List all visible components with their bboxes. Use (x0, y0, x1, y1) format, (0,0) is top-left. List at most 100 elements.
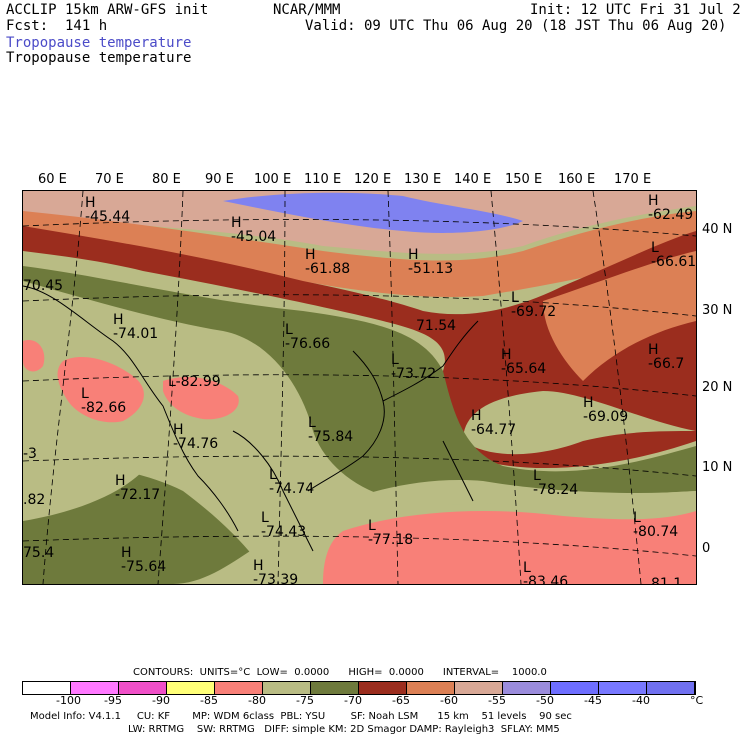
color-bar (22, 681, 696, 695)
extrema-label: L -76.66 (285, 322, 331, 352)
extrema-label: .82 (23, 492, 46, 508)
extrema-label: H -45.44 (85, 195, 131, 225)
extrema-label: H -65.64 (501, 347, 547, 377)
extrema-label: H -69.09 (583, 395, 629, 425)
colorbar-swatch (407, 682, 455, 694)
band-pink-bay (163, 376, 239, 420)
colorbar-tick-label: -100 (56, 694, 81, 707)
extrema-label: 71.54 (416, 318, 457, 334)
colorbar-tick-label: -95 (104, 694, 122, 707)
lon-label-120e: 120 E (354, 172, 392, 187)
colorbar-tick-label: -50 (536, 694, 554, 707)
colorbar-tick-label: -70 (344, 694, 362, 707)
band-pink-west (23, 340, 45, 372)
colorbar-tick-label: -65 (392, 694, 410, 707)
lon-label-100e: 100 E (254, 172, 292, 187)
band-blue-north (223, 192, 523, 233)
colorbar-tick-label: -60 (440, 694, 458, 707)
extrema-label: 81.1 (651, 576, 683, 585)
field-title-secondary: Tropopause temperature (6, 50, 192, 66)
colorbar-swatch (599, 682, 647, 694)
band-pink-india (57, 356, 144, 423)
extrema-label: H -73.39 (253, 558, 299, 585)
lat-label-10n: 10 N (702, 460, 733, 475)
band-orange-north (23, 211, 696, 297)
model-title: ACCLIP 15km ARW-GFS init (6, 2, 209, 18)
model-info-line-1: Model Info: V4.1.1 CU: KF MP: WDM 6class… (30, 711, 572, 722)
colorbar-swatch (167, 682, 215, 694)
colorbar-swatch (647, 682, 695, 694)
extrema-label: 70.45 (23, 278, 64, 294)
extrema-label: H -62.49 (648, 193, 694, 223)
colorbar-swatch (311, 682, 359, 694)
extrema-label: L -80.74 (633, 510, 679, 540)
extrema-label: L -83.46 (523, 560, 569, 585)
colorbar-swatch (359, 682, 407, 694)
extrema-label: L -82.66 (81, 386, 127, 416)
init-time: Init: 12 UTC Fri 31 Jul 20 (530, 2, 740, 18)
coastline (23, 285, 479, 552)
extrema-label: H -51.13 (408, 247, 454, 277)
extrema-label: L -77.18 (368, 518, 414, 548)
lon-label-70e: 70 E (95, 172, 124, 187)
extrema-label: L -78.24 (533, 468, 579, 498)
colorbar-tick-label: -40 (632, 694, 650, 707)
map-panel: H -45.44 H -45.04 H -61.88 H -51.13 H -62.49 … (22, 190, 697, 585)
lat-label-equator: 0 (702, 541, 711, 556)
band-orange-east (543, 251, 696, 381)
extrema-label: L -74.43 (261, 510, 307, 540)
band-pink-equatorial (323, 511, 696, 584)
lon-label-140e: 140 E (454, 172, 492, 187)
extrema-label: L -74.74 (269, 467, 315, 497)
colorbar-swatch (503, 682, 551, 694)
extrema-label: L -69.72 (511, 290, 557, 320)
lat-label-30n: 30 N (702, 303, 733, 318)
lon-label-80e: 80 E (152, 172, 181, 187)
lon-label-170e: 170 E (614, 172, 652, 187)
extrema-label: H -74.76 (173, 422, 219, 452)
colorbar-swatch (23, 682, 71, 694)
extrema-label: -3 (23, 446, 37, 462)
forecast-hour: Fcst: 141 h (6, 18, 108, 34)
colorbar-swatch (263, 682, 311, 694)
lon-label-90e: 90 E (205, 172, 234, 187)
lon-label-130e: 130 E (404, 172, 442, 187)
field-title-primary: Tropopause temperature (6, 35, 192, 51)
colorbar-swatch (215, 682, 263, 694)
extrema-label: L-82.99 (168, 374, 221, 390)
extrema-label: H -61.88 (305, 247, 351, 277)
extrema-label: H -74.01 (113, 312, 159, 342)
colorbar-tick-label: -90 (152, 694, 170, 707)
org-label: NCAR/MMM (273, 2, 341, 18)
colorbar-swatch (71, 682, 119, 694)
extrema-label: H -64.77 (471, 408, 517, 438)
colorbar-tick-label: -75 (296, 694, 314, 707)
extrema-label: H -66.7 (648, 342, 685, 372)
colorbar-unit: °C (690, 694, 704, 707)
colorbar-tick-label: -80 (248, 694, 266, 707)
colorbar-tick-label: -55 (488, 694, 506, 707)
colorbar-tick-label: -85 (200, 694, 218, 707)
valid-time: Valid: 09 UTC Thu 06 Aug 20 (18 JST Thu … (305, 18, 727, 34)
lat-label-20n: 20 N (702, 380, 733, 395)
band-khaki-south (23, 281, 696, 584)
colorbar-swatch (551, 682, 599, 694)
colorbar-swatch (119, 682, 167, 694)
colorbar-swatch (455, 682, 503, 694)
lat-label-40n: 40 N (702, 222, 733, 237)
lon-label-150e: 150 E (505, 172, 543, 187)
extrema-label: H -72.17 (115, 473, 161, 503)
model-info-line-2: LW: RRTMG SW: RRTMG DIFF: simple KM: 2D … (128, 724, 560, 735)
colorbar-tick-label: -45 (584, 694, 602, 707)
extrema-label: H -45.04 (231, 215, 277, 245)
latlon-grid (23, 191, 696, 584)
lon-label-110e: 110 E (304, 172, 342, 187)
lon-label-160e: 160 E (558, 172, 596, 187)
extrema-label: L -75.84 (308, 415, 354, 445)
lon-label-60e: 60 E (38, 172, 67, 187)
tropopause-temperature-field (23, 191, 696, 584)
contour-info: CONTOURS: UNITS=°C LOW= 0.0000 HIGH= 0.0… (133, 667, 547, 678)
extrema-label: H -75.64 (121, 545, 167, 575)
extrema-label: L -73.72 (391, 352, 437, 382)
extrema-label: 75.4 (23, 545, 55, 561)
